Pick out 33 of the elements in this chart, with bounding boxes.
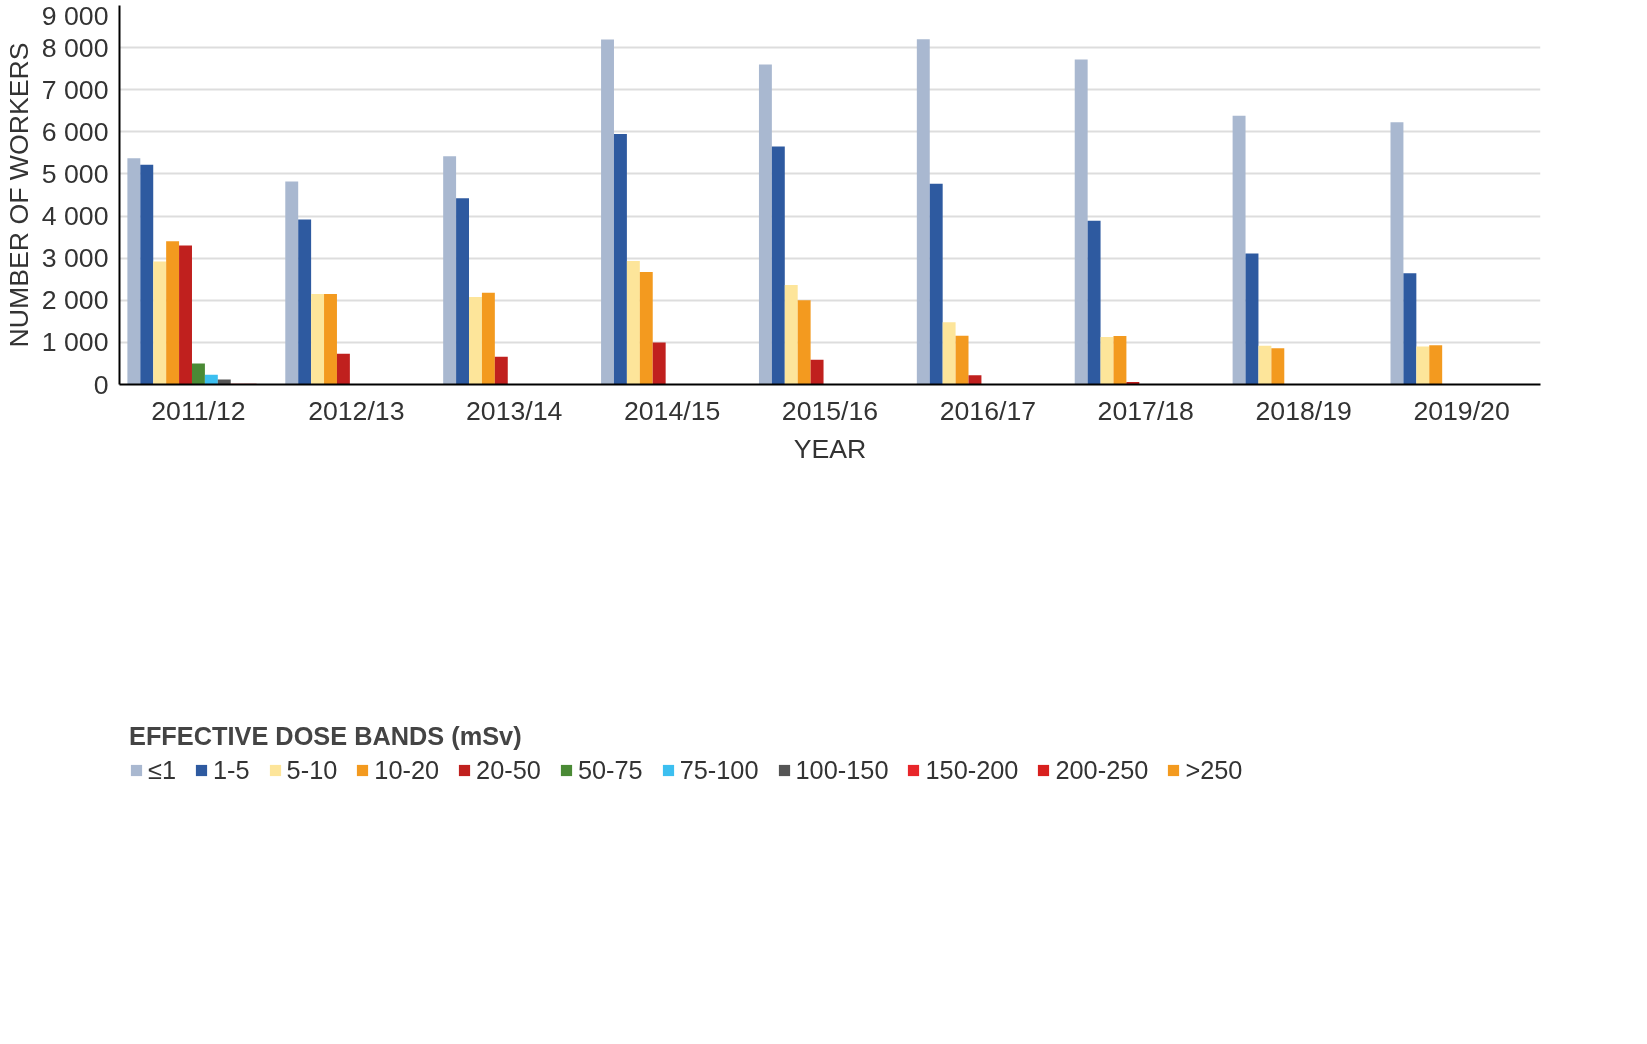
y-tick-label: 1 000	[41, 327, 109, 358]
y-tick-label: 3 000	[41, 243, 109, 274]
x-tick-label: 2013/14	[466, 395, 563, 426]
legend-label: 150-200	[925, 755, 1019, 785]
y-tick-label: 7 000	[41, 74, 109, 105]
legend-label: 50-75	[577, 755, 643, 785]
legend-label: 5-10	[286, 755, 338, 785]
legend-label: 75-100	[679, 755, 759, 785]
legend-label: 10-20	[374, 755, 440, 785]
x-tick-label: 2012/13	[308, 395, 405, 426]
x-axis-title: YEAR	[793, 433, 867, 464]
y-tick-label: 2 000	[41, 285, 109, 316]
y-tick-label: 5 000	[41, 158, 109, 189]
legend-label: 20-50	[476, 755, 541, 785]
x-tick-label: 2018/19	[1255, 395, 1352, 426]
y-axis-title: NUMBER OF WORKERS	[3, 42, 34, 348]
legend-label: 1-5	[213, 755, 250, 785]
x-tick-label: 2011/12	[151, 395, 246, 426]
legend-label: 100-150	[795, 755, 889, 785]
y-tick-label: 6 000	[41, 116, 109, 147]
x-tick-label: 2017/18	[1097, 395, 1194, 426]
x-tick-label: 2016/17	[939, 395, 1037, 426]
y-tick-label: 4 000	[41, 201, 109, 232]
legend-label: 200-250	[1055, 755, 1149, 785]
y-tick-label: 9 000	[41, 0, 109, 31]
legend-label: >250	[1185, 755, 1243, 785]
x-tick-label: 2014/15	[623, 395, 721, 426]
y-tick-label: 0	[93, 369, 109, 400]
y-tick-label: 8 000	[41, 32, 109, 63]
x-tick-label: 2015/16	[781, 395, 879, 426]
legend-label: ≤1	[148, 755, 176, 785]
legend-title: EFFECTIVE DOSE BANDS (mSv)	[129, 721, 523, 751]
x-tick-label: 2019/20	[1413, 395, 1510, 426]
